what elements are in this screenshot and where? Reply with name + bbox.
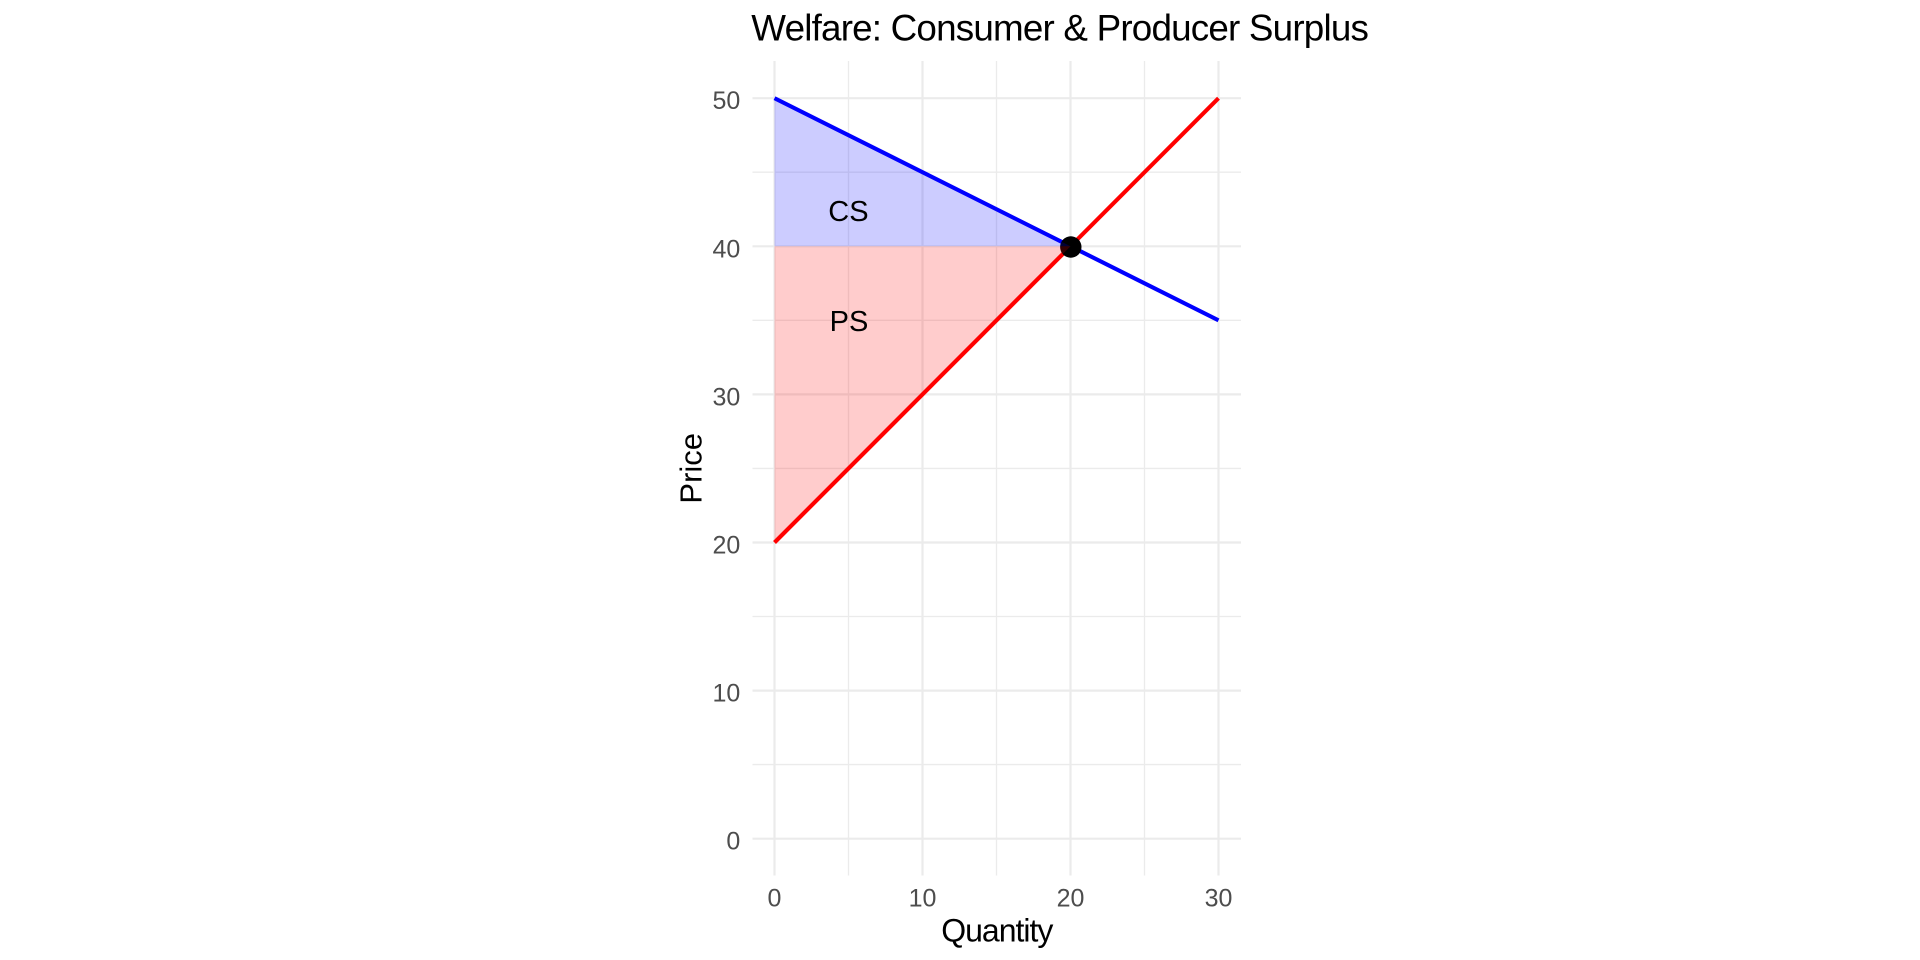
- svg-text:0: 0: [768, 885, 782, 913]
- svg-text:0: 0: [726, 828, 740, 856]
- svg-text:20: 20: [1057, 885, 1085, 913]
- svg-text:CS: CS: [828, 196, 868, 228]
- svg-text:10: 10: [909, 885, 937, 913]
- svg-text:PS: PS: [830, 306, 869, 338]
- svg-text:10: 10: [712, 680, 740, 708]
- svg-text:50: 50: [712, 87, 740, 115]
- svg-text:20: 20: [712, 532, 740, 560]
- svg-text:40: 40: [712, 235, 740, 263]
- svg-text:30: 30: [712, 383, 740, 411]
- svg-text:Price: Price: [673, 433, 708, 504]
- svg-text:Quantity: Quantity: [941, 912, 1053, 948]
- svg-text:30: 30: [1205, 885, 1233, 913]
- svg-text:Welfare: Consumer & Producer S: Welfare: Consumer & Producer Surplus: [751, 7, 1368, 48]
